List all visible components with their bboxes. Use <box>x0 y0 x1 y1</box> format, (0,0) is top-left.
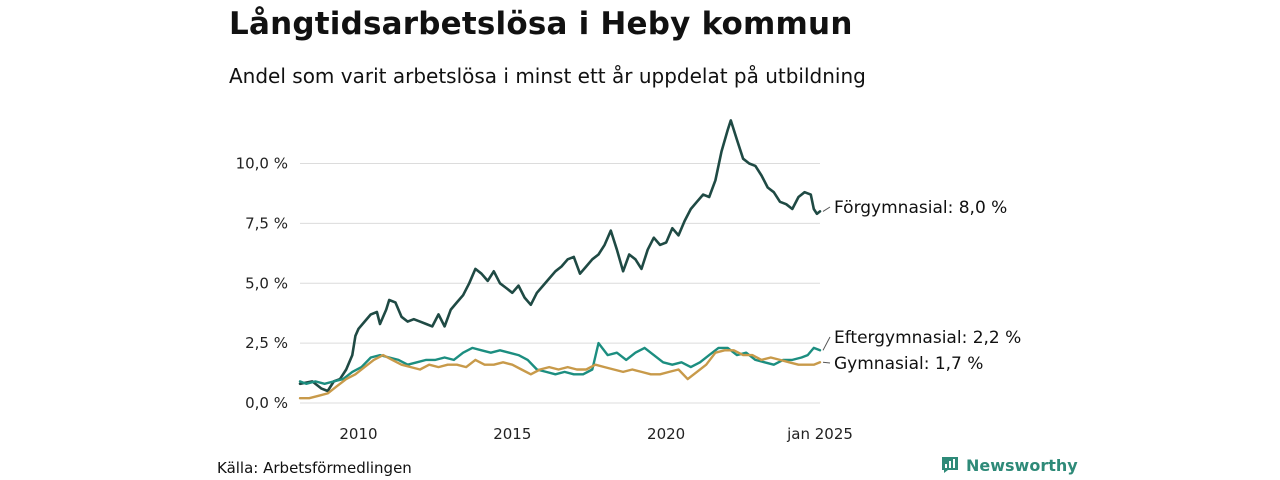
series-line-förgymnasial <box>298 119 822 393</box>
x-axis-tick-labels: 2010 2015 2020 jan 2025 <box>339 425 853 443</box>
brand-name: Newsworthy <box>966 455 1078 475</box>
source-note: Källa: Arbetsförmedlingen <box>217 459 412 477</box>
y-axis-tick-labels: 0,0 % 2,5 % 5,0 % 7,5 % 10,0 % <box>236 155 288 412</box>
label-leader-line <box>822 206 831 212</box>
chart-subtitle: Andel som varit arbetslösa i minst ett å… <box>229 64 866 88</box>
series-lines <box>298 119 822 400</box>
series-label-eftergymnasial: Eftergymnasial: 2,2 % <box>834 328 1021 348</box>
bar-chart-icon <box>942 457 958 473</box>
series-direct-labels: Förgymnasial: 8,0 % Eftergymnasial: 2,2 %… <box>822 198 1021 374</box>
y-tick-label: 5,0 % <box>245 274 288 292</box>
y-tick-label: 10,0 % <box>236 155 288 173</box>
series-label-gymnasial: Gymnasial: 1,7 % <box>834 354 983 374</box>
x-tick-label: 2015 <box>493 425 531 443</box>
y-tick-label: 7,5 % <box>245 214 288 232</box>
gridlines <box>300 163 820 404</box>
x-tick-label: 2010 <box>339 425 377 443</box>
series-label-förgymnasial: Förgymnasial: 8,0 % <box>834 198 1007 218</box>
x-tick-label: jan 2025 <box>786 425 853 443</box>
chart-title: Långtidsarbetslösa i Heby kommun <box>229 6 853 42</box>
label-leader-line <box>822 336 831 351</box>
label-leader-line <box>822 361 831 364</box>
y-tick-label: 0,0 % <box>245 394 288 412</box>
x-tick-label: 2020 <box>647 425 685 443</box>
brand-logo: Newsworthy <box>940 455 1078 475</box>
y-tick-label: 2,5 % <box>245 334 288 352</box>
series-line-gymnasial <box>298 349 822 400</box>
series-line-eftergymnasial <box>298 341 822 385</box>
